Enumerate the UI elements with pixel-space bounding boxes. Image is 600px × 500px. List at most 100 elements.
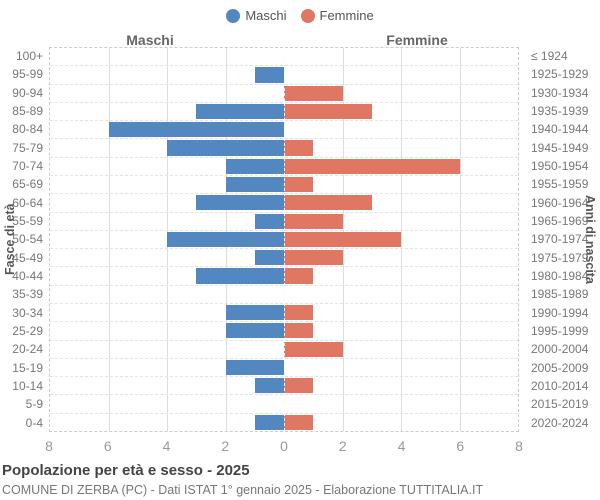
birth-year-label: 2020-2024: [531, 415, 589, 430]
age-group-label: 5-9: [25, 397, 43, 412]
x-tick-label: 8: [45, 438, 53, 454]
age-group-label: 75-79: [12, 140, 43, 155]
birth-year-label: 1955-1959: [531, 177, 589, 192]
age-group-label: 25-29: [12, 324, 43, 339]
age-group-label: 90-94: [12, 85, 43, 100]
birth-year-label: 1930-1934: [531, 85, 589, 100]
age-group-label: 55-59: [12, 214, 43, 229]
legend-label-femmine: Femmine: [319, 8, 374, 23]
x-tick-label: 8: [515, 438, 523, 454]
gridline: [108, 48, 110, 431]
chart-subtitle: COMUNE DI ZERBA (PC) - Dati ISTAT 1° gen…: [2, 483, 484, 497]
birth-year-label: 1970-1974: [531, 232, 589, 247]
age-group-label: 0-4: [25, 415, 43, 430]
age-group-label: 80-84: [12, 122, 43, 137]
birth-year-label: 1940-1944: [531, 122, 589, 137]
maschi-bar: [225, 359, 284, 376]
femmine-bar: [284, 158, 460, 174]
femmine-bar: [284, 341, 343, 357]
femmine-bar: [284, 177, 314, 193]
birth-year-label: 1965-1969: [531, 214, 589, 229]
center-axis-line-overlay: [284, 48, 285, 431]
age-group-label: 15-19: [12, 360, 43, 375]
pyramid-row: [50, 414, 518, 431]
femmine-bar: [284, 85, 343, 101]
maschi-bar: [254, 213, 284, 229]
age-group-label: 20-24: [12, 342, 43, 357]
birth-year-label: 1975-1979: [531, 250, 589, 265]
maschi-bar: [254, 67, 284, 83]
birth-year-labels: ≤ 1924 1925-1929 1930-1934 1935-1939 1940-19…: [531, 47, 597, 432]
maschi-bar: [196, 268, 284, 284]
age-group-label: 10-14: [12, 379, 43, 394]
maschi-bar: [254, 250, 284, 266]
age-group-label: 85-89: [12, 104, 43, 119]
maschi-bar: [196, 103, 284, 120]
column-header-maschi: Maschi: [126, 32, 174, 48]
x-tick-label: 6: [456, 438, 465, 454]
gridline: [459, 48, 461, 431]
age-group-label: 45-49: [12, 250, 43, 265]
femmine-swatch-icon: [300, 8, 315, 23]
age-group-label: 30-34: [12, 305, 43, 320]
age-group-label: 50-54: [12, 232, 43, 247]
age-group-label: 60-64: [12, 195, 43, 210]
age-group-label: 95-99: [12, 67, 43, 82]
maschi-bar: [167, 231, 284, 248]
femmine-bar: [284, 268, 314, 284]
maschi-bar: [225, 304, 284, 321]
maschi-bar: [254, 414, 284, 430]
maschi-bar: [167, 140, 284, 156]
maschi-bar: [225, 323, 284, 339]
birth-year-label: 1990-1994: [531, 305, 589, 320]
pyramid-plot-area: [49, 47, 519, 432]
maschi-bar: [254, 378, 284, 394]
birth-year-label: 2015-2019: [531, 397, 589, 412]
age-group-label: 40-44: [12, 269, 43, 284]
femmine-bar: [284, 250, 343, 266]
x-tick-label: 6: [103, 438, 112, 454]
femmine-bar: [284, 378, 314, 394]
maschi-bar: [108, 122, 284, 138]
y-axis-title-right: Anni di nascita: [583, 195, 597, 284]
femmine-bar: [284, 213, 343, 229]
maschi-bar: [225, 158, 284, 174]
femmine-bar: [284, 323, 314, 339]
birth-year-label: 2005-2009: [531, 360, 589, 375]
legend-item-femmine[interactable]: Femmine: [300, 8, 374, 23]
age-group-labels: 100+ 95-99 90-94 85-89 80-84 75-79 70-74 65-69 6…: [0, 47, 43, 432]
maschi-swatch-icon: [226, 8, 241, 23]
femmine-bar: [284, 304, 314, 321]
femmine-bar: [284, 103, 372, 120]
birth-year-label: 2000-2004: [531, 342, 589, 357]
legend-label-maschi: Maschi: [245, 8, 287, 23]
birth-year-label: 1925-1929: [531, 67, 589, 82]
birth-year-label: 1945-1949: [531, 140, 589, 155]
birth-year-label: 1995-1999: [531, 324, 589, 339]
maschi-bar: [225, 177, 284, 193]
legend-item-maschi[interactable]: Maschi: [226, 8, 287, 23]
femmine-bar: [284, 140, 314, 156]
x-tick-label: 4: [162, 438, 171, 454]
age-group-label: 65-69: [12, 177, 43, 192]
column-header-femmine: Femmine: [386, 32, 448, 48]
x-axis-ticks: 8 6 4 2 0 2 4 6 8: [45, 438, 523, 456]
age-group-label: 35-39: [12, 287, 43, 302]
birth-year-label: 2010-2014: [531, 379, 589, 394]
birth-year-label: 1950-1954: [531, 159, 589, 174]
femmine-bar: [284, 231, 401, 248]
birth-year-label: 1960-1964: [531, 195, 589, 210]
age-group-label: 100+: [15, 49, 43, 64]
femmine-bar: [284, 195, 372, 211]
birth-year-label: 1935-1939: [531, 104, 589, 119]
legend: Maschi Femmine: [0, 8, 600, 23]
x-tick-label: 4: [397, 438, 406, 454]
birth-year-label: 1980-1984: [531, 269, 589, 284]
x-tick-label: 2: [338, 438, 347, 454]
chart-title: Popolazione per età e sesso - 2025: [2, 462, 250, 479]
age-group-label: 70-74: [12, 159, 43, 174]
maschi-bar: [196, 195, 284, 211]
birth-year-label: 1985-1989: [531, 287, 589, 302]
gridline: [401, 48, 402, 431]
